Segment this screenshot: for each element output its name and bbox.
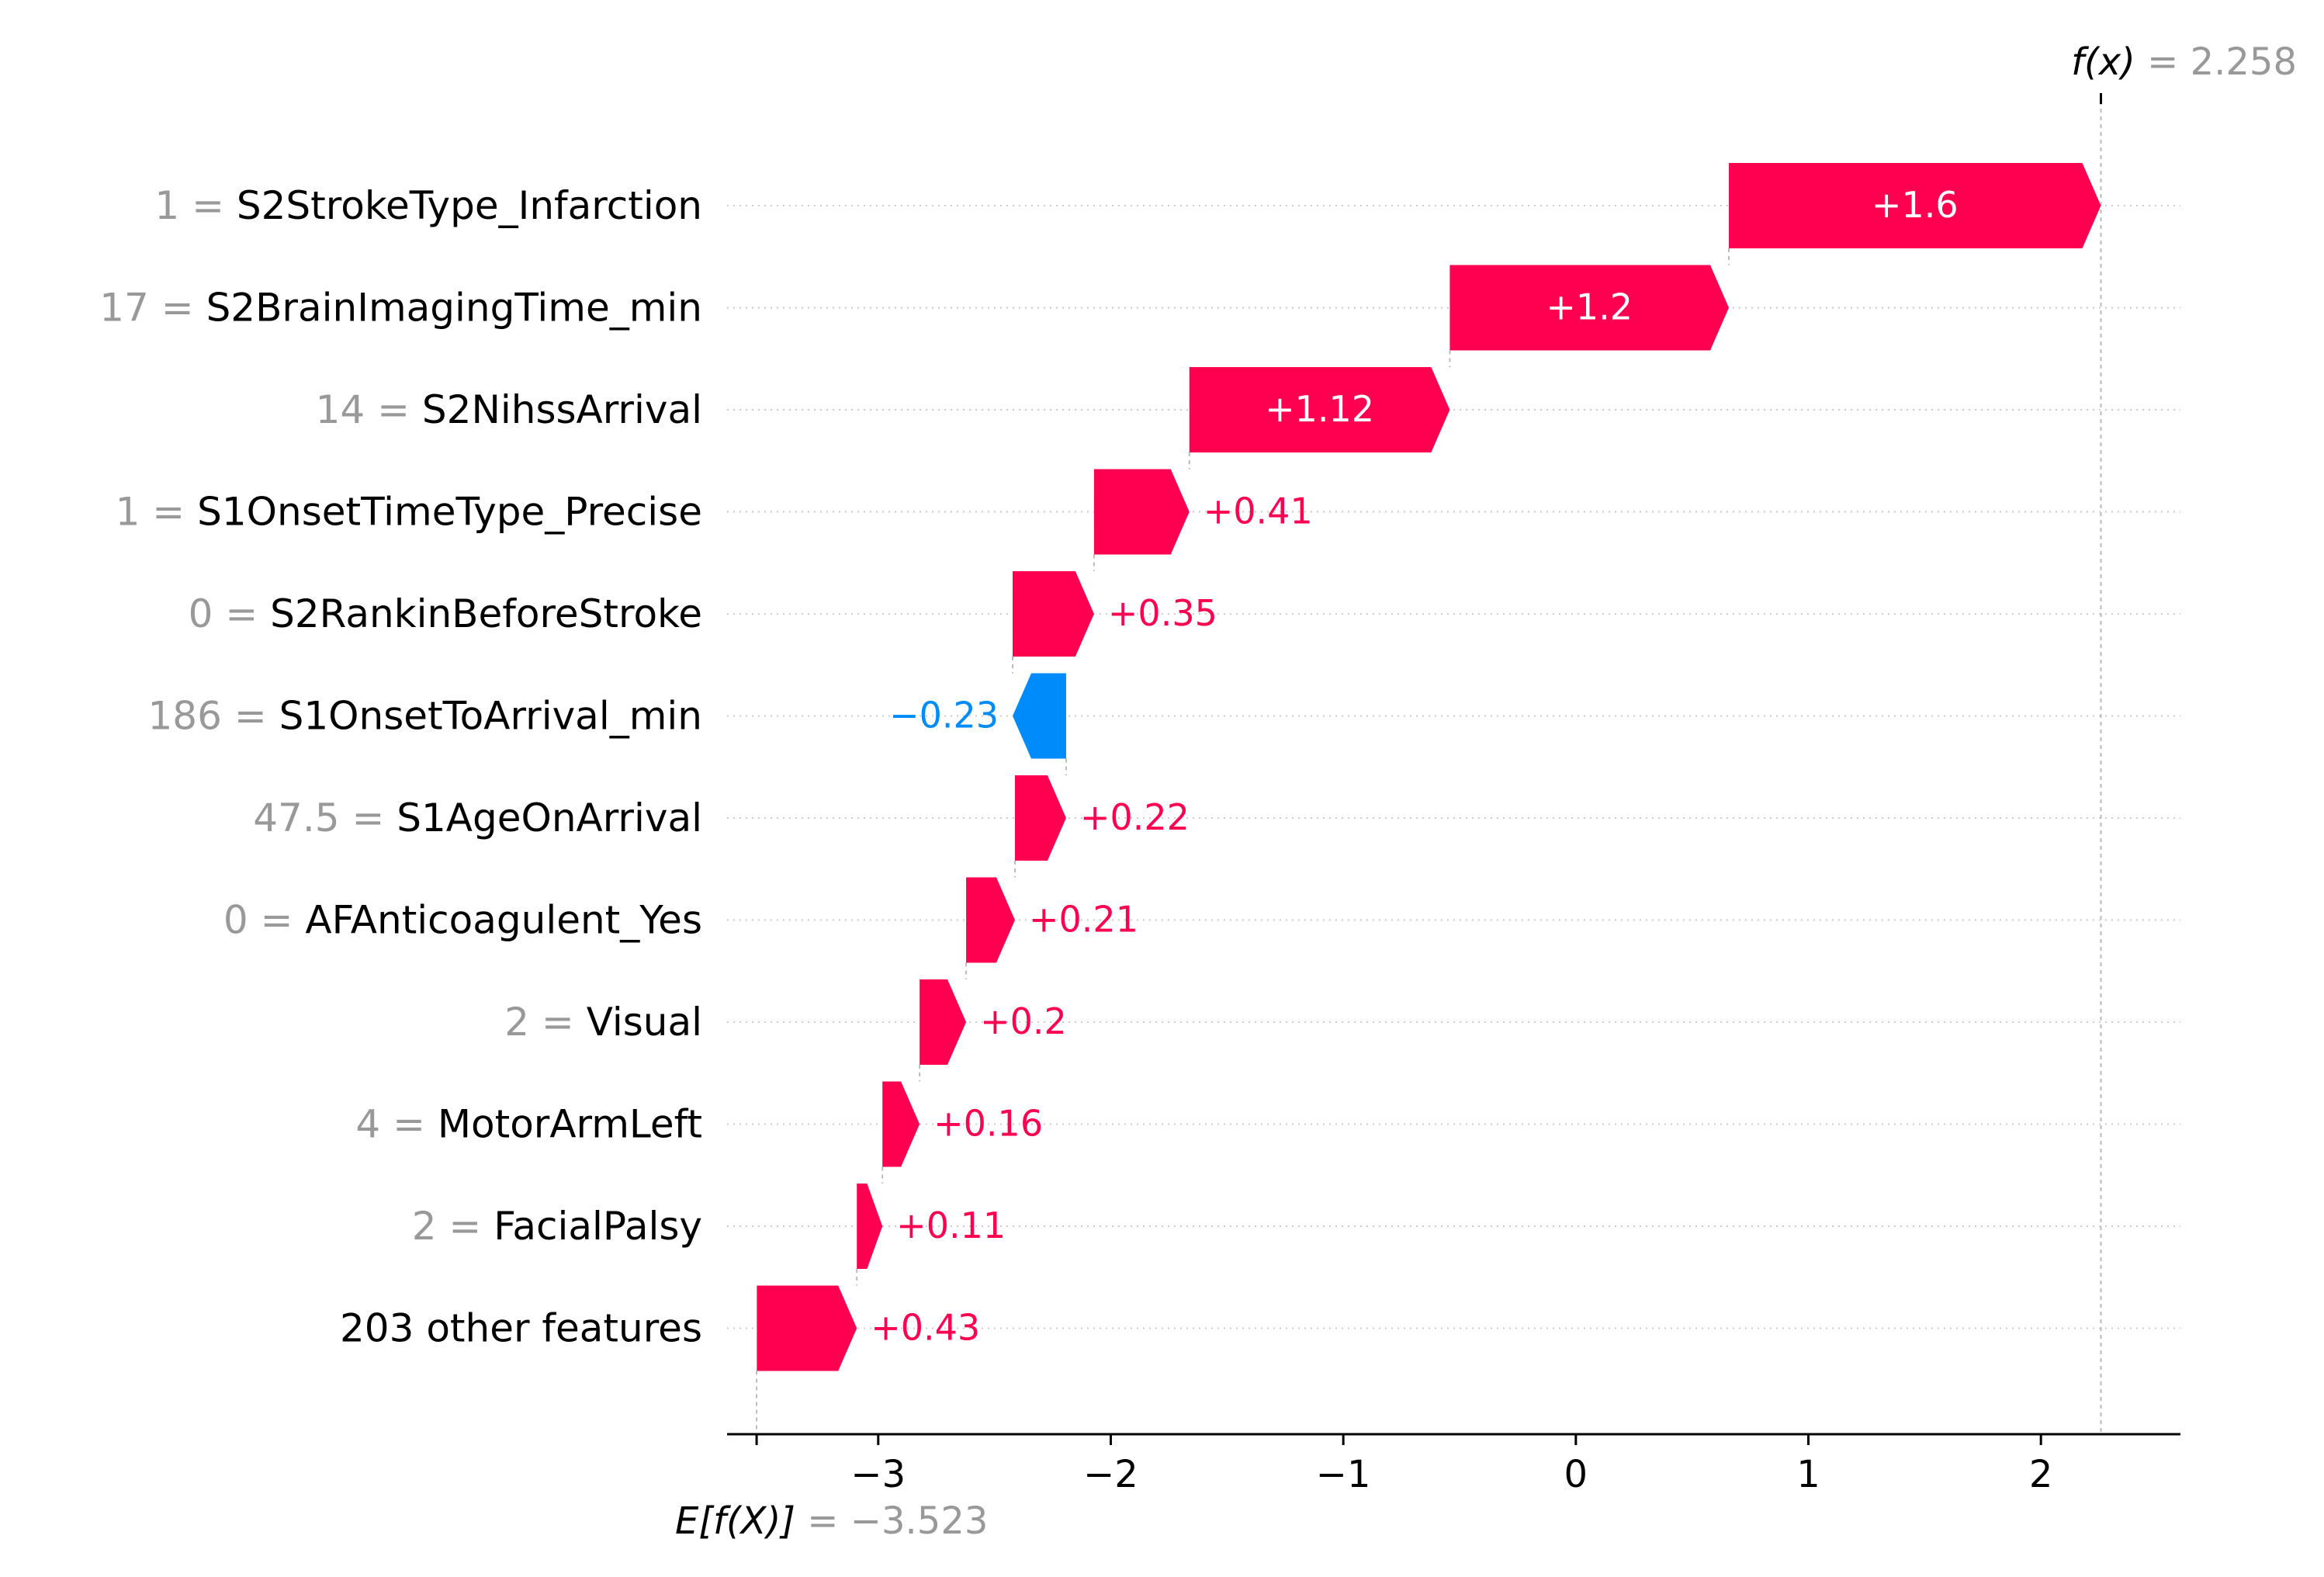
contribution-bar (1449, 265, 1730, 351)
x-tick-label: −3 (850, 1453, 906, 1496)
feature-name: AFAnticoagulent_Yes (305, 898, 702, 943)
output-value-annotation: f(x) = 2.258 (2071, 40, 2297, 84)
feature-name: FacialPalsy (494, 1204, 702, 1249)
feature-name: S2BrainImagingTime_min (206, 286, 702, 331)
contribution-bar (920, 979, 967, 1065)
feature-label: 1 = S1OnsetTimeType_Precise (116, 490, 702, 535)
feature-label: 14 = S2NihssArrival (316, 387, 702, 432)
feature-value: 47.5 = (253, 795, 397, 840)
feature-label: 0 = S2RankinBeforeStroke (189, 591, 702, 636)
x-tick-label: −1 (1316, 1453, 1371, 1496)
feature-name: S1OnsetTimeType_Precise (197, 490, 702, 535)
feature-value: 186 = (147, 694, 279, 739)
contribution-label: +0.2 (980, 1000, 1067, 1042)
feature-value: 17 = (99, 286, 206, 331)
contribution-label: +1.6 (1872, 184, 1959, 226)
feature-name: S1AgeOnArrival (397, 795, 702, 840)
x-tick-label: 0 (1564, 1453, 1588, 1496)
contribution-bar (1013, 673, 1066, 759)
contribution-label: +0.43 (871, 1307, 980, 1349)
contribution-label: −0.23 (889, 695, 999, 737)
feature-value: 4 = (355, 1102, 438, 1147)
contribution-bar (1189, 367, 1450, 452)
contribution-label: +0.41 (1204, 490, 1313, 532)
x-tick-label: −2 (1083, 1453, 1138, 1496)
base-value-prefix: E[f(X)] (675, 1499, 795, 1543)
contribution-label: +0.16 (933, 1103, 1043, 1145)
contribution-bar (1093, 469, 1190, 555)
feature-label: 203 other features (340, 1306, 702, 1351)
contribution-bar (882, 1081, 920, 1167)
row-gridlines (727, 205, 2180, 1329)
contribution-bar (757, 1285, 857, 1371)
connector-lines (756, 101, 2102, 1434)
base-value-annotation: E[f(X)] = −3.523 (675, 1499, 988, 1543)
contribution-bar (1729, 163, 2101, 248)
contribution-bar (966, 877, 1016, 963)
feature-labels: 1 = S2StrokeType_Infarction 17 = S2BrainI… (99, 183, 702, 1351)
feature-value: 1 = (116, 490, 198, 535)
feature-label: 2 = Visual (504, 1000, 702, 1045)
x-tick-label: 2 (2029, 1453, 2053, 1496)
output-value-text: = 2.258 (2147, 40, 2297, 84)
feature-label: 4 = MotorArmLeft (355, 1102, 702, 1147)
feature-value: 2 = (504, 1000, 587, 1045)
feature-value: 14 = (316, 387, 422, 432)
output-value-prefix: f(x) (2071, 40, 2135, 84)
contribution-label: +0.21 (1029, 899, 1138, 941)
feature-value: 0 = (223, 898, 306, 943)
feature-label: 0 = AFAnticoagulent_Yes (223, 898, 702, 943)
contribution-bars (757, 163, 2101, 1371)
feature-name: S1OnsetToArrival_min (279, 694, 702, 739)
feature-label: 1 = S2StrokeType_Infarction (154, 183, 702, 228)
feature-label: 17 = S2BrainImagingTime_min (99, 286, 702, 331)
contribution-bar (1015, 775, 1066, 861)
contribution-label: +1.12 (1265, 388, 1374, 430)
feature-name: S2RankinBeforeStroke (270, 591, 702, 636)
contribution-label: +0.22 (1080, 796, 1190, 838)
contribution-label: +0.35 (1108, 592, 1217, 634)
x-axis: −3 −2 −1 0 1 2 (727, 1433, 2180, 1496)
feature-name: 203 other features (340, 1306, 702, 1351)
contribution-label: +1.2 (1546, 286, 1633, 328)
feature-value: 1 = (154, 183, 237, 228)
contribution-bar (1013, 571, 1094, 657)
feature-value: 0 = (189, 591, 271, 636)
base-value-text: = −3.523 (807, 1499, 988, 1543)
feature-name: S2StrokeType_Infarction (237, 183, 702, 228)
contribution-label: +0.11 (896, 1204, 1006, 1246)
feature-name: MotorArmLeft (438, 1102, 702, 1147)
feature-name: Visual (587, 1000, 702, 1045)
contribution-labels: +1.6 +1.2 +1.12 +0.41 +0.35 −0.23 +0.22 +0.21 +0… (871, 184, 1958, 1349)
contribution-bar (857, 1184, 883, 1269)
x-tick-label: 1 (1796, 1453, 1820, 1496)
feature-label: 2 = FacialPalsy (412, 1204, 702, 1249)
feature-label: 47.5 = S1AgeOnArrival (253, 795, 702, 840)
feature-label: 186 = S1OnsetToArrival_min (147, 694, 702, 739)
feature-name: S2NihssArrival (422, 387, 702, 432)
feature-value: 2 = (412, 1204, 494, 1249)
